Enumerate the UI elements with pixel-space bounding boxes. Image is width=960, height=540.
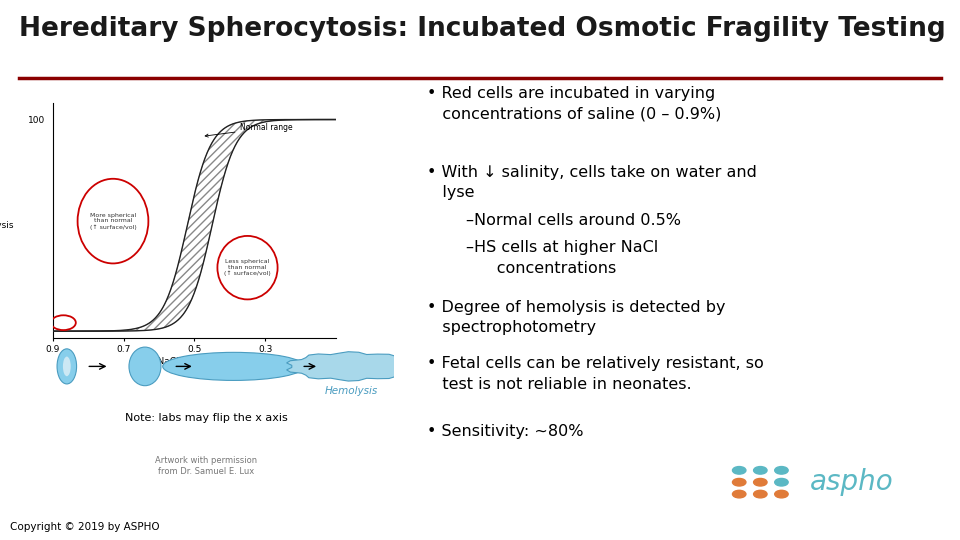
Polygon shape xyxy=(287,352,415,381)
Text: • Sensitivity: ~80%: • Sensitivity: ~80% xyxy=(427,424,584,439)
Text: Normal range: Normal range xyxy=(205,124,293,137)
Text: Note: labs may flip the x axis: Note: labs may flip the x axis xyxy=(125,413,288,423)
Circle shape xyxy=(754,478,767,486)
Text: • Red cells are incubated in varying
   concentrations of saline (0 – 0.9%): • Red cells are incubated in varying con… xyxy=(427,86,722,122)
Text: Hereditary Spherocytosis: Incubated Osmotic Fragility Testing: Hereditary Spherocytosis: Incubated Osmo… xyxy=(19,16,946,42)
Circle shape xyxy=(754,490,767,498)
Circle shape xyxy=(754,467,767,474)
Circle shape xyxy=(775,490,788,498)
Text: • Fetal cells can be relatively resistant, so
   test is not reliable in neonate: • Fetal cells can be relatively resistan… xyxy=(427,356,764,392)
Ellipse shape xyxy=(63,356,71,376)
Text: Copyright © 2019 by ASPHO: Copyright © 2019 by ASPHO xyxy=(10,522,159,532)
Text: More spherical
than normal
(↑ surface/vol): More spherical than normal (↑ surface/vo… xyxy=(89,213,136,230)
Text: –Normal cells around 0.5%: –Normal cells around 0.5% xyxy=(466,213,681,228)
Text: • With ↓ salinity, cells take on water and
   lyse: • With ↓ salinity, cells take on water a… xyxy=(427,165,757,200)
Ellipse shape xyxy=(57,349,77,384)
Circle shape xyxy=(163,352,305,380)
Text: • Degree of hemolysis is detected by
   spectrophotometry: • Degree of hemolysis is detected by spe… xyxy=(427,300,726,335)
Text: %
Hemolysis: % Hemolysis xyxy=(0,211,13,229)
Text: Less spherical
than normal
(↑ surface/vol): Less spherical than normal (↑ surface/vo… xyxy=(224,259,271,276)
Circle shape xyxy=(775,467,788,474)
Circle shape xyxy=(732,490,746,498)
X-axis label: [NaCl] gm/100 ml: [NaCl] gm/100 ml xyxy=(155,357,234,366)
Circle shape xyxy=(775,478,788,486)
Text: Artwork with permission
from Dr. Samuel E. Lux: Artwork with permission from Dr. Samuel … xyxy=(156,456,257,476)
Text: Hemolysis: Hemolysis xyxy=(324,386,377,396)
Circle shape xyxy=(732,478,746,486)
Text: aspho: aspho xyxy=(810,468,894,496)
Circle shape xyxy=(732,467,746,474)
Ellipse shape xyxy=(129,347,161,386)
Text: –HS cells at higher NaCl
      concentrations: –HS cells at higher NaCl concentrations xyxy=(466,240,658,276)
